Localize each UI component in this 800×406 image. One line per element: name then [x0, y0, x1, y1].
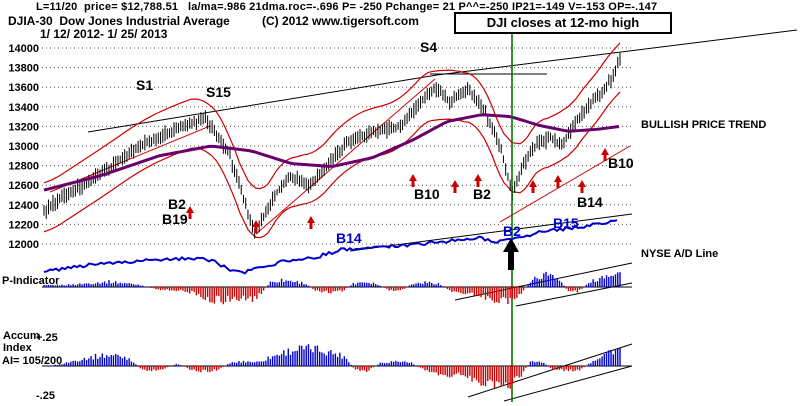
accum-label: Accum	[3, 330, 40, 342]
signal-label-b14: B14	[336, 230, 362, 246]
symbol-title: DJIA-30 Dow Jones Industrial Average	[8, 14, 230, 28]
p-indicator-histogram	[42, 271, 632, 305]
ai-ratio-label: AI= 105/200	[2, 355, 63, 367]
moving-average-line	[43, 113, 620, 192]
nyse-ad-line-label: NYSE A/D Line	[641, 248, 719, 260]
svg-text:13200: 13200	[8, 121, 39, 133]
accum-plus-tick: +.25	[36, 332, 58, 344]
y-axis-labels: 14000 13800 13600 13400 13200 13000 12800 12600…	[8, 43, 39, 251]
copyright-label: (C) 2012 www.tigersoft.com	[262, 14, 419, 28]
signal-label-s15: S15	[206, 84, 231, 100]
index-label: Index	[3, 342, 32, 354]
svg-text:12600: 12600	[8, 180, 39, 192]
signal-label-b14: B14	[577, 194, 603, 210]
accum-minus-tick: -.25	[36, 390, 55, 402]
svg-text:14000: 14000	[8, 43, 39, 55]
date-range-label: 1/ 12/ 2012- 1/ 25/ 2013	[40, 27, 168, 41]
svg-text:13400: 13400	[8, 102, 39, 114]
signal-label-b2: B2	[503, 223, 521, 239]
signal-label-s1: S1	[136, 77, 153, 93]
signal-label-b19: B19	[162, 211, 188, 227]
svg-text:12200: 12200	[8, 219, 39, 231]
status-line: L=11/20 price= $12,788.51 la/ma=.986 21d…	[36, 1, 658, 13]
price-bands	[43, 42, 621, 239]
callout-dji-12mo-high: DJI closes at 12-mo high	[454, 12, 672, 34]
ad-line	[43, 219, 618, 275]
buy-arrows	[186, 148, 609, 233]
major-signal-arrow	[503, 238, 519, 270]
svg-text:12800: 12800	[8, 161, 39, 173]
signal-label-b10: B10	[414, 186, 440, 202]
svg-text:12000: 12000	[8, 239, 39, 251]
svg-text:13000: 13000	[8, 141, 39, 153]
svg-text:13600: 13600	[8, 82, 39, 94]
svg-text:13800: 13800	[8, 63, 39, 75]
accum-index-histogram	[42, 344, 632, 389]
signal-label-b2: B2	[473, 186, 491, 202]
signal-label-s4: S4	[420, 39, 437, 55]
bullish-trend-label: BULLISH PRICE TREND	[641, 119, 767, 131]
svg-text:12400: 12400	[8, 200, 39, 212]
signal-label-b2: B2	[168, 196, 186, 212]
signal-label-b10: B10	[608, 155, 634, 171]
p-indicator-label: P-Indicator	[2, 275, 60, 287]
signal-label-b15: B15	[553, 215, 579, 231]
trendlines	[49, 29, 798, 402]
